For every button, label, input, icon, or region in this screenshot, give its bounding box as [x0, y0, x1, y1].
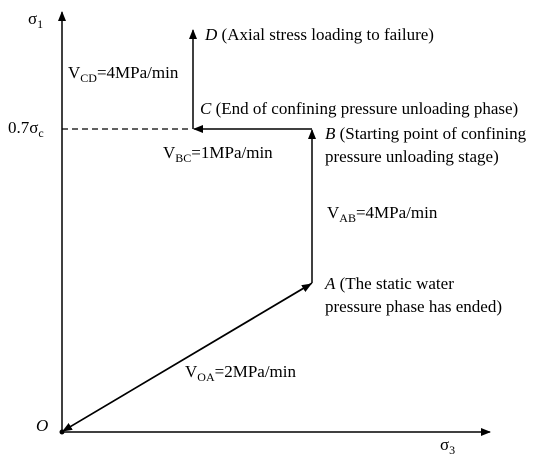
text-part: 1: [37, 17, 43, 31]
rate-label: VCD=4MPa/min: [68, 63, 179, 85]
text-part: C: [200, 99, 212, 118]
text-part: =1MPa/min: [191, 143, 273, 162]
y-axis-label: σ1: [28, 9, 43, 31]
text-part: V: [327, 203, 340, 222]
text-part: c: [38, 126, 43, 140]
rate-label: VAB=4MPa/min: [327, 203, 438, 225]
text-part: D: [204, 25, 218, 44]
text-part: (Starting point of confining: [335, 124, 526, 143]
rate-label: VBC=1MPa/min: [163, 143, 273, 165]
text-part: CD: [80, 71, 97, 85]
axes: [58, 11, 491, 436]
text-part: BC: [175, 151, 191, 165]
text-part: =4MPa/min: [97, 63, 179, 82]
level-label: 0.7σc: [8, 118, 44, 140]
path-oa-head: [62, 283, 312, 432]
text-part: σ: [440, 435, 449, 454]
text-part: =4MPa/min: [356, 203, 438, 222]
text-part: (The static water: [335, 274, 454, 293]
point-label: pressure phase has ended): [325, 297, 502, 316]
text-part: σ: [28, 9, 37, 28]
text-part: V: [68, 63, 81, 82]
point-label: C (End of confining pressure unloading p…: [200, 99, 518, 118]
text-part: A: [324, 274, 336, 293]
point-label: D (Axial stress loading to failure): [204, 25, 434, 44]
text-part: (End of confining pressure unloading pha…: [211, 99, 518, 118]
point-label: A (The static water: [324, 274, 454, 293]
text-part: 0.7σ: [8, 118, 38, 137]
x-axis-label: σ3: [440, 435, 455, 457]
text-part: (Axial stress loading to failure): [217, 25, 434, 44]
text-part: V: [163, 143, 176, 162]
rate-label: VOA=2MPa/min: [185, 362, 296, 384]
stress-path: [59, 29, 316, 435]
text-part: 3: [449, 443, 455, 457]
point-label: pressure unloading stage): [325, 147, 499, 166]
text-part: OA: [197, 370, 215, 384]
text-part: B: [325, 124, 336, 143]
point-label: B (Starting point of confining: [325, 124, 527, 143]
text-part: AB: [339, 211, 356, 225]
text-part: =2MPa/min: [215, 362, 297, 381]
point-o: [59, 429, 65, 435]
point-label: O: [36, 416, 48, 435]
text-part: V: [185, 362, 198, 381]
labels: σ1 σ3 0.7σc O D (Axial stress loading to…: [8, 9, 527, 457]
